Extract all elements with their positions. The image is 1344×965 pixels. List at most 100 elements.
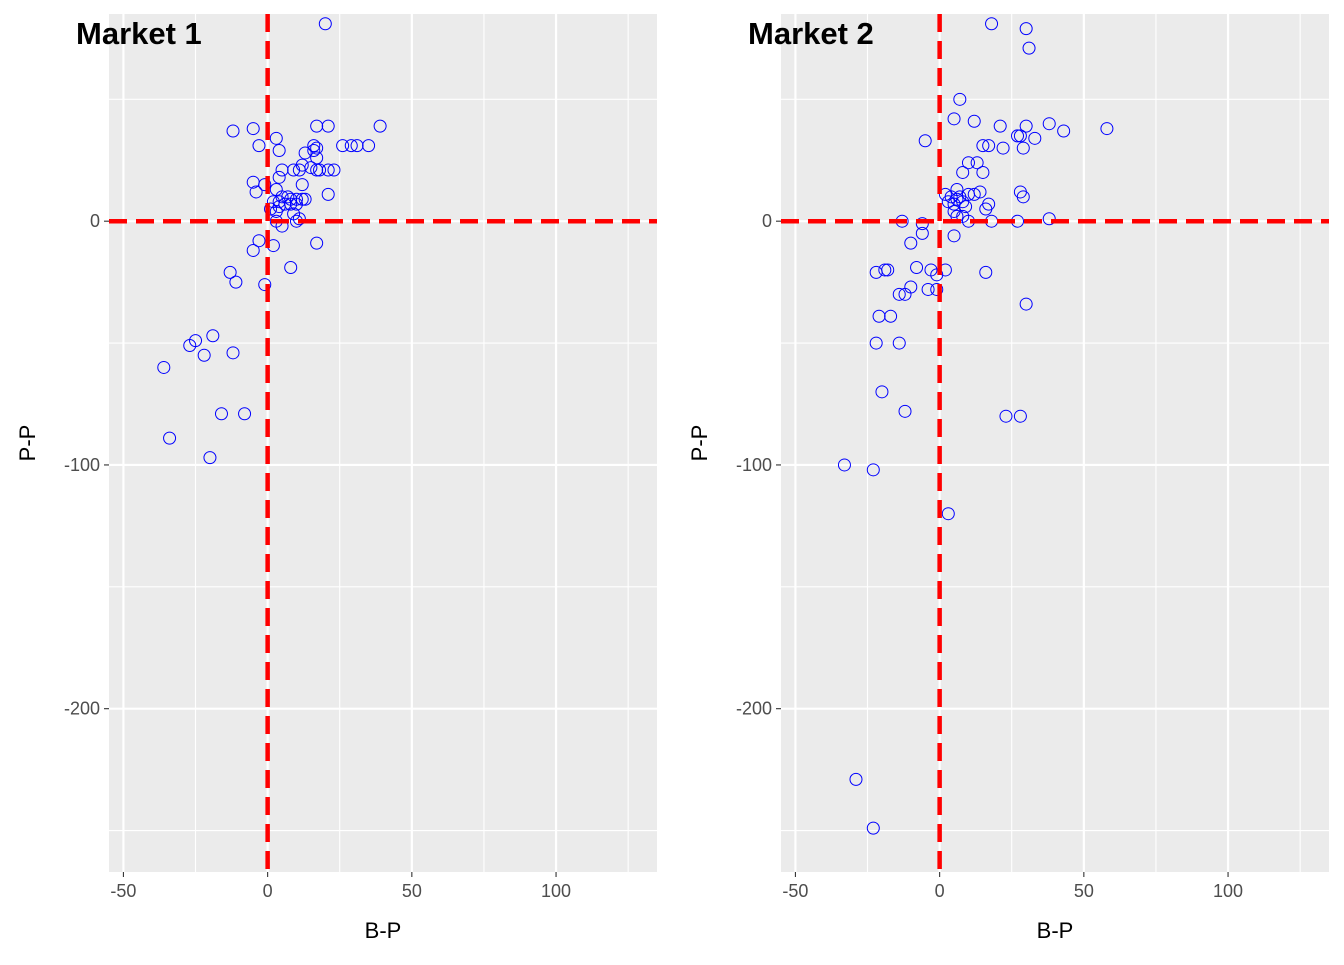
market-1-data-point xyxy=(321,119,335,133)
market-1-data-point xyxy=(249,185,263,199)
market-1-y-tick-label: 0 xyxy=(90,211,100,231)
market-1-data-point xyxy=(327,163,341,177)
market-2-data-point xyxy=(956,165,970,179)
market-2-y-axis-title: P-P xyxy=(687,425,712,462)
market-2-data-point xyxy=(941,195,955,209)
market-2-data-point xyxy=(985,17,999,31)
market-1-title: Market 1 xyxy=(76,16,202,51)
market-1-data-point xyxy=(246,243,260,257)
market-1-data-point xyxy=(203,451,217,465)
market-2-data-point xyxy=(1100,122,1114,136)
market-1-points xyxy=(157,17,387,465)
market-2-data-point xyxy=(976,165,990,179)
market-1-panel: -50 0 50 100 -200 -100 0 B-P P-P Market 1 xyxy=(15,14,657,943)
market-2-y-tick-label: -100 xyxy=(736,455,772,475)
market-2-x-tick-label: 50 xyxy=(1074,881,1094,901)
market-2-tick-labels: -50 0 50 100 -200 -100 0 xyxy=(736,211,1243,901)
market-2-data-point xyxy=(976,139,990,153)
market-2-data-point xyxy=(892,336,906,350)
market-2-data-point xyxy=(1057,124,1071,138)
market-1-data-point xyxy=(197,348,211,362)
market-1-data-point xyxy=(307,144,321,157)
market-1-data-point xyxy=(246,122,260,136)
market-2-data-point xyxy=(930,282,944,296)
market-2-data-point xyxy=(1019,297,1033,311)
market-2-points xyxy=(837,17,1114,835)
market-2-data-point xyxy=(982,197,996,211)
market-2-data-point xyxy=(866,821,880,835)
market-2-data-point xyxy=(869,336,883,350)
market-1-data-point xyxy=(226,124,240,138)
market-2-data-point xyxy=(1011,129,1025,143)
market-2-data-point xyxy=(967,114,981,128)
market-2-data-point xyxy=(881,263,895,277)
market-1-x-axis-title: B-P xyxy=(365,918,402,943)
market-1-data-point xyxy=(336,139,350,153)
market-2-data-point xyxy=(1022,41,1036,55)
market-1-data-point xyxy=(310,163,324,177)
market-1-data-point xyxy=(252,234,266,248)
market-1-data-point xyxy=(292,212,306,226)
market-1-tick-labels: -50 0 50 100 -200 -100 0 xyxy=(64,211,571,901)
market-2-data-point xyxy=(1042,212,1056,226)
market-2-data-point xyxy=(1042,117,1056,131)
market-2-data-point xyxy=(1019,22,1033,36)
market-1-data-point xyxy=(269,204,283,218)
market-2-data-point xyxy=(930,268,944,282)
market-2-data-point xyxy=(892,287,906,301)
market-2-data-point xyxy=(959,200,973,214)
market-2-y-tick-label: -200 xyxy=(736,699,772,719)
market-1-x-tick-label: -50 xyxy=(110,881,136,901)
market-2-data-point xyxy=(921,282,935,296)
market-2-panel: -50 0 50 100 -200 -100 0 B-P P-P Market 2 xyxy=(687,14,1329,943)
market-2-data-point xyxy=(898,287,912,301)
market-2-data-point xyxy=(979,265,993,279)
market-2-data-point xyxy=(970,156,984,170)
market-2-data-point xyxy=(982,139,996,153)
market-2-title: Market 2 xyxy=(748,16,874,51)
market-2-data-point xyxy=(1013,129,1027,143)
market-1-data-point xyxy=(344,139,358,153)
market-1-data-point xyxy=(310,236,324,250)
market-1-data-point xyxy=(284,261,298,274)
market-1-data-point xyxy=(318,17,332,31)
market-2-data-point xyxy=(1016,190,1030,204)
market-2-data-point xyxy=(1016,141,1030,155)
market-1-x-tick-label: 0 xyxy=(263,881,273,901)
market-2-data-point xyxy=(1028,131,1042,145)
market-2-data-point xyxy=(1013,409,1027,423)
market-2-x-tick-label: 100 xyxy=(1213,881,1243,901)
market-2-data-point xyxy=(996,141,1010,155)
market-1-data-point xyxy=(252,139,266,153)
market-1-data-point xyxy=(238,407,252,421)
market-1-data-point xyxy=(272,170,286,184)
market-1-y-tick-label: -100 xyxy=(64,455,100,475)
market-2-data-point xyxy=(884,309,898,323)
market-1-y-tick-label: -200 xyxy=(64,699,100,719)
market-2-reference-lines xyxy=(781,14,1329,872)
market-2-data-point xyxy=(918,134,932,148)
market-1-x-tick-label: 50 xyxy=(402,881,422,901)
market-1-data-point xyxy=(292,163,306,177)
market-1-data-point xyxy=(269,131,283,145)
market-1-data-point xyxy=(229,275,243,289)
market-1-data-point xyxy=(163,431,177,445)
market-1-data-point xyxy=(310,141,324,155)
market-2-data-point xyxy=(915,226,929,240)
market-2-data-point xyxy=(938,187,952,201)
market-1-data-point xyxy=(272,144,286,157)
market-2-data-point xyxy=(941,507,955,521)
market-2-data-point xyxy=(878,263,892,277)
market-1-data-point xyxy=(264,202,278,216)
market-2-data-point xyxy=(967,187,981,201)
market-1-data-point xyxy=(373,119,387,133)
market-2-data-point xyxy=(837,458,851,472)
market-1-data-point xyxy=(258,178,272,192)
market-2-data-point xyxy=(973,185,987,199)
market-2-data-point xyxy=(898,404,912,418)
market-1-data-point xyxy=(362,139,376,153)
market-1-data-point xyxy=(307,139,321,153)
market-2-x-axis-title: B-P xyxy=(1037,918,1074,943)
market-2-data-point xyxy=(961,156,975,170)
